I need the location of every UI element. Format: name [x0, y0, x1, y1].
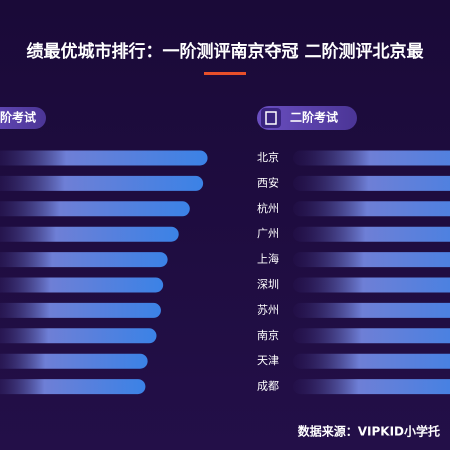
bar — [0, 201, 190, 217]
page-title: 绩最优城市排行：一阶测评南京夺冠 二阶测评北京最 — [27, 41, 425, 62]
bar — [293, 302, 450, 318]
category-label: 北京 — [257, 150, 279, 164]
bar — [293, 201, 450, 217]
category-label: 南京 — [257, 328, 279, 342]
bar — [0, 328, 157, 344]
category-label: 深圳 — [257, 278, 279, 291]
category-label: 西安 — [257, 175, 279, 189]
badge-left — [0, 107, 46, 129]
bar — [0, 226, 179, 242]
bar — [0, 277, 164, 293]
category-label: 苏州 — [257, 303, 279, 316]
bar — [0, 150, 208, 166]
bar — [293, 226, 450, 242]
bar — [0, 302, 161, 318]
bar — [293, 353, 450, 369]
source-note: 数据来源：VIPKID小学托 — [298, 424, 440, 439]
badge-label: 二阶考试 — [290, 110, 338, 125]
bar — [293, 150, 450, 166]
badge-label: 阶考试 — [0, 110, 36, 125]
badge-icon — [261, 108, 281, 128]
bar — [0, 379, 146, 395]
category-label: 成都 — [257, 380, 279, 393]
bar — [293, 175, 450, 191]
bar — [0, 175, 204, 191]
bar — [0, 353, 148, 369]
bar — [293, 379, 450, 395]
title-underline — [204, 72, 246, 75]
badge-right — [257, 106, 357, 130]
category-label: 上海 — [257, 252, 279, 266]
badge-icon-glyph — [265, 111, 277, 125]
bar — [293, 252, 450, 268]
category-label: 杭州 — [257, 201, 279, 215]
bar — [293, 328, 450, 344]
category-label: 广州 — [257, 227, 279, 240]
bar — [293, 277, 450, 293]
bar — [0, 252, 168, 268]
category-label: 天津 — [257, 354, 279, 367]
